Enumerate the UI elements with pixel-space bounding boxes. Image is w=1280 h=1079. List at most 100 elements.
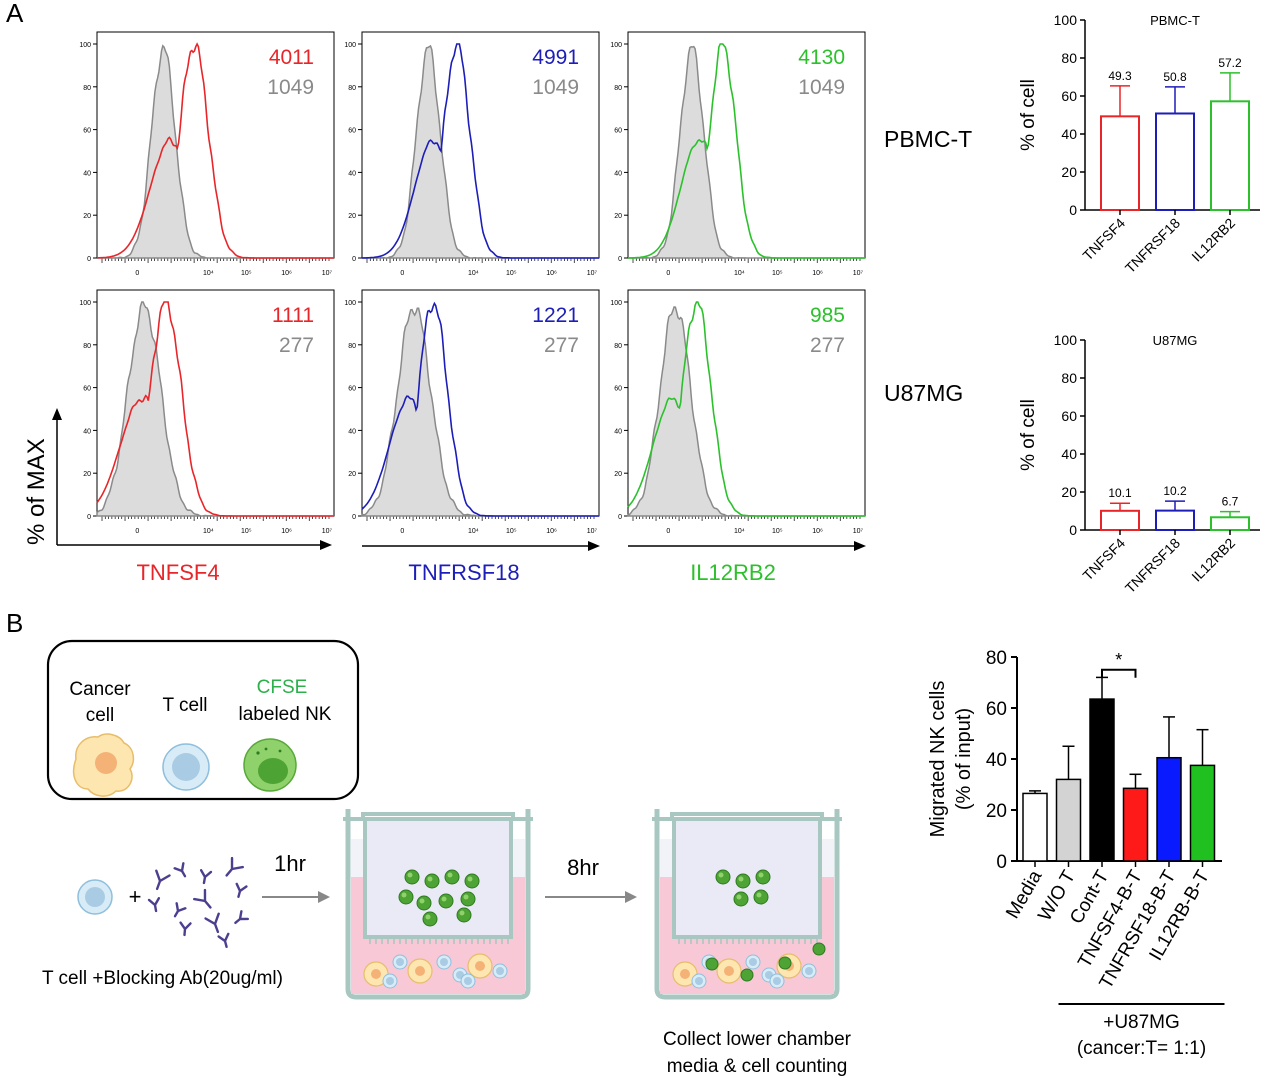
nk-cell-upper	[444, 869, 460, 885]
mfi-control-value: 277	[279, 334, 314, 357]
y-tick-label: 0	[618, 256, 622, 263]
x-axis-label-tnfrsf18: TNFRSF18	[408, 560, 519, 585]
step2-arrow-head	[625, 891, 637, 903]
panel-letter-b: B	[6, 608, 24, 638]
plus-sign: +	[129, 884, 142, 909]
x-tick-label: 0	[400, 528, 404, 535]
x-tick-label: 10⁵	[772, 270, 783, 277]
step1-time-label: 1hr	[274, 851, 306, 876]
insert-rim	[652, 812, 842, 821]
mfi-control-value: 277	[810, 334, 845, 357]
cancer-cell-lower	[407, 958, 433, 984]
y-tick-label: 60	[348, 386, 356, 393]
significance-bracket	[1101, 668, 1137, 678]
mfi-stain-value: 4991	[532, 46, 579, 69]
x-tick-label: TNFRSF18	[1122, 535, 1184, 597]
y-tick-label: 100	[344, 300, 356, 307]
bar-value-label: 50.8	[1163, 70, 1187, 84]
legend-nk-label: labeled NK	[239, 704, 332, 725]
x-tick-label: 10⁷	[587, 270, 598, 277]
x-tick-label: 10⁵	[506, 528, 517, 535]
bar-il12rb-b-t	[1189, 764, 1216, 862]
nk-cell-upper	[424, 873, 440, 889]
y-tick-label: 60	[1061, 408, 1077, 424]
mix-caption: T cell +Blocking Ab(20ug/ml)	[42, 968, 283, 989]
x-tick-label: 10⁵	[241, 528, 252, 535]
nk-cell-upper	[456, 907, 472, 923]
bar-value-label: 49.3	[1108, 69, 1132, 83]
y-tick-label: 100	[1054, 332, 1078, 348]
nk-cell-icon	[243, 738, 297, 792]
y-tick-label: 80	[348, 85, 356, 92]
row-label-u87mg: U87MG	[884, 380, 964, 406]
y-tick-label: 80	[83, 85, 91, 92]
y-axis-title-line2: (% of input)	[953, 708, 975, 810]
t-cell-lower	[460, 973, 476, 989]
y-tick-label: 0	[352, 514, 356, 521]
histogram-u87mg-tnfsf4: 0 20 40 60 80 100 0 10⁴ 10⁵ 10⁶ 10⁷ 1111 277	[79, 289, 335, 535]
x-tick-label: TNFSF4	[1079, 215, 1128, 264]
y-tick-label: 40	[986, 750, 1007, 771]
antibody-icon	[173, 862, 187, 878]
nk-cell-upper	[404, 869, 420, 885]
x-tick-label: 10⁷	[853, 528, 864, 535]
y-axis-arrow-head	[52, 408, 62, 420]
y-tick-label: 60	[1061, 88, 1077, 104]
y-tick-label: 80	[614, 343, 622, 350]
y-tick-label: 80	[83, 343, 91, 350]
cancer-cell-lower	[467, 953, 493, 979]
bar-tnfrsf18-b-t	[1156, 756, 1182, 862]
nk-cell-migrated	[705, 957, 719, 971]
y-tick-label: 20	[348, 471, 356, 478]
y-tick-label: 80	[1061, 50, 1077, 66]
t-cell-lower	[492, 963, 508, 979]
x-tick-label: 10⁷	[587, 528, 598, 535]
bar-tnfrsf18	[1155, 112, 1195, 211]
step2-time-label: 8hr	[567, 855, 599, 880]
nk-cell-upper	[735, 873, 751, 889]
nk-cell-upper	[398, 889, 414, 905]
bar-il12rb2	[1210, 100, 1250, 211]
t-cell-lower	[382, 973, 398, 989]
histogram-pbmc-t-il12rb2: 0 20 40 60 80 100 0 10⁴ 10⁵ 10⁶ 10⁷ 4130 1049	[610, 31, 866, 277]
y-tick-label: 40	[1061, 446, 1077, 462]
nk-cell-upper	[422, 911, 438, 927]
y-tick-label: 60	[83, 128, 91, 135]
y-tick-label: 60	[83, 386, 91, 393]
stain-histogram	[96, 301, 334, 517]
y-axis-title: % of cell	[1018, 399, 1039, 471]
y-tick-label: 20	[986, 801, 1007, 822]
y-tick-label: 40	[83, 170, 91, 177]
antibody-icon	[193, 888, 212, 909]
x-tick-label: 10⁶	[281, 270, 292, 277]
antibody-icon	[147, 897, 161, 913]
x-tick-label: 0	[135, 270, 139, 277]
bar-w-o-t	[1055, 778, 1082, 862]
bar-tnfsf4	[1100, 115, 1140, 211]
y-tick-label: 40	[348, 170, 356, 177]
antibody-icon	[217, 932, 230, 948]
y-tick-label: 0	[87, 514, 91, 521]
stain-histogram	[362, 43, 599, 259]
y-tick-label: 100	[344, 42, 356, 49]
mix-t-cell-icon	[77, 879, 113, 915]
y-tick-label: 40	[348, 428, 356, 435]
y-tick-label: 20	[614, 471, 622, 478]
cancer-cell-icon	[72, 733, 135, 797]
x-tick-label: 10⁶	[812, 270, 823, 277]
flow-histogram-grid: 0 20 40 60 80 100 0 10⁴ 10⁵ 10⁶ 10⁷ 4011 1049 0 20 40 60…	[23, 31, 866, 585]
bar-tnfsf4	[1100, 509, 1140, 531]
x-tick-label: IL12RB2	[1188, 215, 1238, 265]
group-label-line2: (cancer:T= 1:1)	[1077, 1038, 1206, 1059]
y-tick-label: 40	[1061, 126, 1077, 142]
well-outer	[654, 809, 840, 1000]
legend-cancer-label-line1: Cancer	[69, 679, 131, 700]
bar-chart-u87mg: 0 20 40 60 80 100 % of cell U87MG 10.1 TNFSF4 10.2…	[1018, 332, 1260, 597]
nk-cell-upper	[438, 893, 454, 909]
y-tick-label: 0	[87, 256, 91, 263]
mfi-stain-value: 4011	[269, 46, 314, 69]
nk-cell-migrated	[812, 942, 826, 956]
x-tick-label: 0	[400, 270, 404, 277]
x-tick-label: 10⁵	[241, 270, 252, 277]
stain-histogram	[361, 301, 599, 517]
